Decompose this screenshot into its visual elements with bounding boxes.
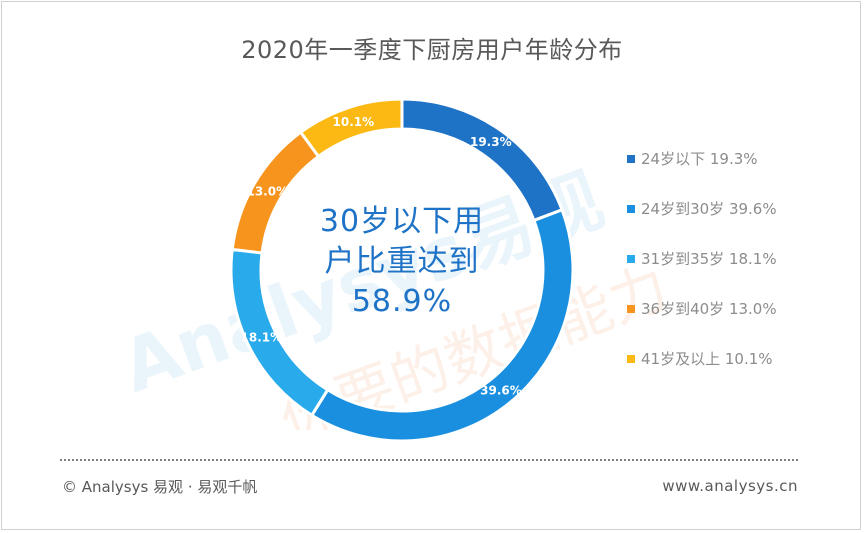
donut-slice-labels: 19.3% 39.6% 18.1% 13.0% 10.1% bbox=[241, 115, 522, 398]
donut-slice-5 bbox=[298, 97, 404, 159]
center-text-line3: 58.9% bbox=[351, 284, 453, 319]
legend-swatch bbox=[627, 305, 635, 313]
slice-label-2: 39.6% bbox=[480, 384, 522, 398]
legend-swatch bbox=[627, 155, 635, 163]
legend-label: 36岁到40岁 13.0% bbox=[641, 300, 777, 318]
slice-label-1: 19.3% bbox=[470, 135, 512, 149]
slice-label-3: 18.1% bbox=[241, 330, 283, 344]
footer-website: www.analysys.cn bbox=[662, 477, 798, 495]
legend-label: 41岁及以上 10.1% bbox=[641, 350, 773, 368]
center-text-line1: 30岁以下用 bbox=[319, 204, 485, 239]
center-text-line2: 户比重达到 bbox=[324, 244, 480, 279]
slice-label-4: 13.0% bbox=[246, 184, 288, 198]
slice-label-5: 10.1% bbox=[333, 115, 375, 129]
legend-swatch bbox=[627, 255, 635, 263]
legend-label: 31岁到35岁 18.1% bbox=[641, 250, 777, 268]
footer-divider bbox=[60, 459, 798, 461]
footer-copyright: © Analysys 易观 · 易观千帆 bbox=[62, 478, 258, 496]
chart-title: 2020年一季度下厨房用户年龄分布 bbox=[241, 36, 623, 64]
legend-label: 24岁以下 19.3% bbox=[641, 150, 758, 168]
legend-swatch bbox=[627, 355, 635, 363]
donut-center-text: 30岁以下用 户比重达到 58.9% bbox=[286, 202, 518, 322]
legend-swatch bbox=[627, 205, 635, 213]
legend-label: 24岁到30岁 39.6% bbox=[641, 200, 777, 218]
donut-slices bbox=[229, 97, 575, 443]
